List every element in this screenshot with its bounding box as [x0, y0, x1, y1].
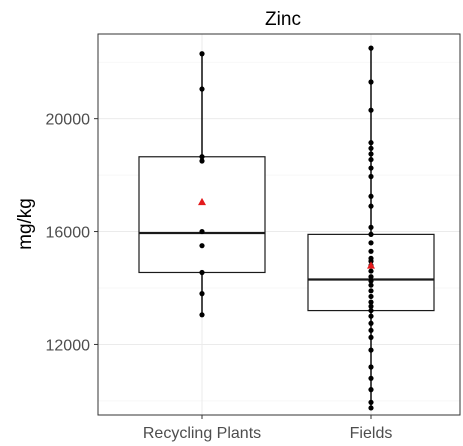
data-points: [198, 45, 375, 411]
data-point: [368, 193, 374, 199]
data-point: [368, 268, 374, 274]
boxes: [138, 48, 435, 408]
data-point: [368, 327, 374, 333]
data-point: [368, 387, 374, 393]
data-point: [368, 165, 374, 171]
data-point: [368, 107, 374, 113]
data-point: [368, 375, 374, 381]
data-point: [368, 313, 374, 319]
y-tick-label: 12000: [46, 337, 91, 354]
y-tick-label: 20000: [46, 112, 91, 129]
data-point: [368, 303, 374, 309]
data-point: [368, 274, 374, 280]
data-point: [368, 45, 374, 51]
data-point: [368, 364, 374, 370]
data-point: [199, 154, 205, 160]
x-tick-label: Recycling Plants: [143, 425, 261, 442]
data-point: [368, 288, 374, 294]
x-axis: Recycling Plants Fields: [143, 415, 392, 442]
data-point: [368, 293, 374, 300]
mean-marker: [367, 261, 375, 269]
data-point: [368, 203, 374, 209]
data-point: [368, 299, 374, 305]
data-point: [368, 347, 374, 353]
data-point: [368, 405, 374, 411]
panel-border: [97, 33, 461, 416]
y-axis: 12000 16000 20000: [46, 112, 98, 354]
data-point: [368, 79, 374, 85]
data-point: [199, 86, 205, 92]
data-point: [199, 228, 205, 235]
data-point: [368, 334, 374, 340]
data-point: [368, 151, 374, 157]
y-axis-label: mg/kg: [15, 198, 36, 250]
data-point: [199, 51, 205, 57]
data-point: [368, 278, 374, 284]
data-point: [199, 291, 205, 297]
data-point: [368, 399, 374, 405]
data-point: [199, 269, 205, 276]
data-point: [368, 173, 374, 180]
data-point: [368, 282, 374, 288]
data-point: [368, 231, 374, 237]
data-point: [199, 312, 205, 318]
box: [138, 156, 266, 274]
chart-title: Zinc: [265, 9, 301, 30]
y-tick-label: 16000: [46, 225, 91, 242]
x-tick-label: Fields: [350, 425, 393, 442]
data-point: [368, 248, 374, 254]
data-point: [199, 158, 205, 164]
data-point: [368, 224, 374, 230]
data-point: [368, 140, 374, 146]
data-point: [368, 320, 374, 326]
data-point: [368, 145, 374, 151]
data-point: [368, 156, 374, 163]
mean-marker: [198, 197, 206, 206]
data-point: [368, 258, 374, 264]
data-point: [368, 307, 374, 314]
data-point: [368, 240, 374, 246]
data-point: [199, 243, 205, 249]
